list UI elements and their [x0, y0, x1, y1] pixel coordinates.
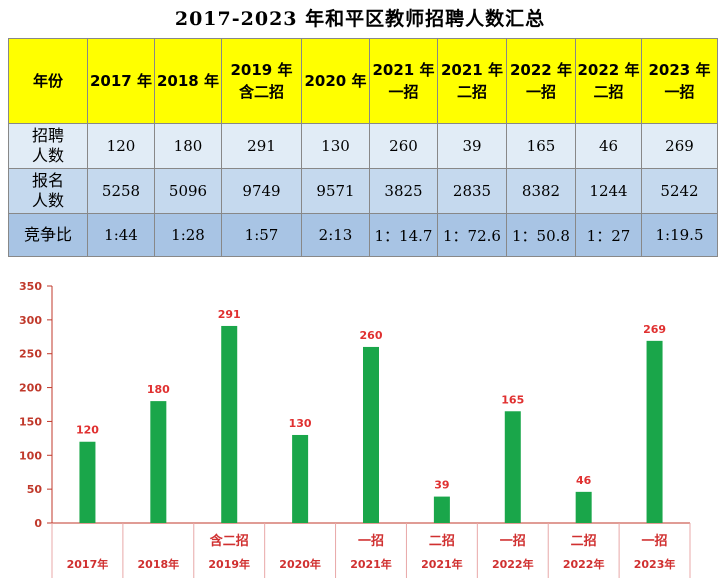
y-tick-label: 100	[19, 449, 42, 462]
table-header-row: 年份 2017 年 2018 年 2019 年含二招 2020 年 2021 年一招 202…	[8, 38, 718, 124]
bar-value-label: 120	[76, 424, 99, 437]
x-category-label: 2021年	[350, 557, 392, 571]
table-cell: 2835	[437, 168, 507, 214]
table-cell: 165	[506, 123, 576, 169]
x-category-label: 2018年	[138, 557, 180, 571]
x-category-sublabel: 一招	[358, 533, 384, 549]
table-cell: 3825	[369, 168, 438, 214]
x-category-sublabel: 二招	[429, 533, 455, 549]
table-cell: 180	[154, 123, 222, 169]
table-cell: 5258	[87, 168, 155, 214]
bar-value-label: 269	[643, 323, 666, 336]
table-cell: 1：27	[575, 213, 642, 257]
bar	[79, 441, 96, 523]
table-cell: 1：14.7	[369, 213, 438, 257]
y-tick-label: 300	[19, 314, 42, 327]
table-cell: 1:44	[87, 213, 155, 257]
bar	[575, 491, 592, 523]
x-category-sublabel: 含二招	[209, 533, 249, 549]
table-cell: 1：72.6	[437, 213, 507, 257]
header-cell: 2018 年	[154, 38, 222, 124]
header-cell: 2019 年含二招	[221, 38, 302, 124]
bar-value-label: 46	[576, 474, 592, 487]
row-label: 竞争比	[8, 213, 88, 257]
header-cell: 2017 年	[87, 38, 155, 124]
table-cell: 130	[301, 123, 370, 169]
table-cell: 1:28	[154, 213, 222, 257]
table-cell: 9749	[221, 168, 302, 214]
bar	[363, 346, 379, 523]
header-cell: 2022 年二招	[575, 38, 642, 124]
table-cell: 8382	[506, 168, 576, 214]
bar	[504, 411, 521, 523]
header-cell: 2021 年一招	[369, 38, 438, 124]
header-year-label: 年份	[8, 38, 88, 124]
bar	[646, 340, 663, 523]
table-cell: 1:19.5	[641, 213, 718, 257]
table-cell: 5096	[154, 168, 222, 214]
header-cell: 2021 年二招	[437, 38, 507, 124]
row-label: 报名 人数	[8, 168, 88, 214]
chart-svg: 0 50 100 150 200 250 300 350 120 2017年 180 2018年 291…	[19, 280, 691, 578]
recruit-count-row: 招聘 人数 120 180 291 130 260 39 165 46 269	[8, 123, 718, 169]
bar-value-label: 180	[147, 383, 170, 396]
table-cell: 39	[437, 123, 507, 169]
bar	[433, 496, 450, 523]
table-cell: 1：50.8	[506, 213, 576, 257]
recruitment-table: 年份 2017 年 2018 年 2019 年含二招 2020 年 2021 年一招 202…	[8, 38, 718, 257]
x-category-label: 2019年	[208, 557, 250, 571]
x-category-sublabel: 一招	[500, 533, 526, 549]
x-category-label: 2022年	[492, 557, 534, 571]
bar-value-label: 291	[218, 308, 241, 321]
y-tick-label: 0	[34, 517, 42, 530]
table-cell: 1:57	[221, 213, 302, 257]
table-cell: 269	[641, 123, 718, 169]
y-tick-label: 250	[19, 348, 42, 361]
x-category-label: 2023年	[634, 557, 676, 571]
bar-value-label: 260	[360, 329, 383, 342]
bar	[221, 325, 238, 523]
page-title: 2017-2023 年和平区教师招聘人数汇总	[174, 8, 546, 30]
table-cell: 1244	[575, 168, 642, 214]
table-cell: 46	[575, 123, 642, 169]
x-category-label: 2017年	[67, 557, 109, 571]
bar	[150, 401, 167, 523]
row-label: 招聘 人数	[8, 123, 88, 169]
y-tick-label: 50	[27, 483, 43, 496]
header-cell: 2020 年	[301, 38, 370, 124]
table-cell: 260	[369, 123, 438, 169]
x-category-label: 2022年	[563, 557, 605, 571]
x-category-label: 2021年	[421, 557, 463, 571]
table-cell: 120	[87, 123, 155, 169]
table-cell: 2:13	[301, 213, 370, 257]
table-cell: 291	[221, 123, 302, 169]
x-category-label: 2020年	[279, 557, 321, 571]
bar-value-label: 39	[434, 479, 449, 492]
bar-chart: 0 50 100 150 200 250 300 350 120 2017年 180 2018年 291…	[0, 278, 720, 584]
x-category-sublabel: 二招	[571, 533, 597, 549]
y-tick-label: 350	[19, 280, 42, 293]
bar	[292, 434, 309, 523]
bar-value-label: 130	[289, 417, 312, 430]
header-cell: 2022 年一招	[506, 38, 576, 124]
table-cell: 9571	[301, 168, 370, 214]
applicant-count-row: 报名 人数 5258 5096 9749 9571 3825 2835 8382 1244 5242	[8, 168, 718, 214]
x-category-sublabel: 一招	[642, 533, 668, 549]
header-cell: 2023 年一招	[641, 38, 718, 124]
table-cell: 5242	[641, 168, 718, 214]
bar-value-label: 165	[501, 393, 524, 406]
y-tick-label: 200	[19, 382, 42, 395]
y-tick-label: 150	[19, 415, 42, 428]
competition-ratio-row: 竞争比 1:44 1:28 1:57 2:13 1：14.7 1：72.6 1：50.8 1：2…	[8, 213, 718, 257]
